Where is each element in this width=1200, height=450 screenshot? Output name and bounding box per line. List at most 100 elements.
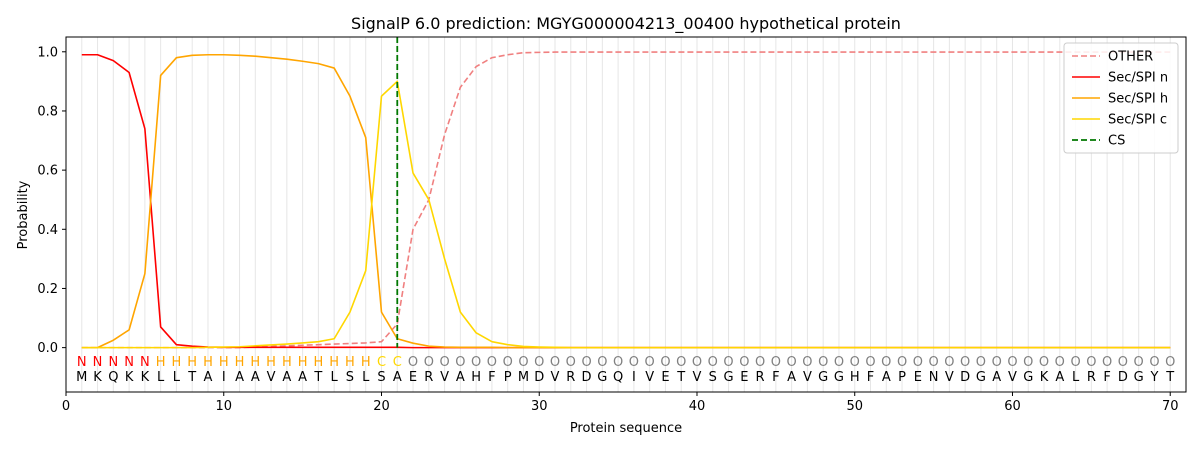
region-label: O xyxy=(613,355,623,370)
sequence-residue: G xyxy=(1134,370,1144,385)
sequence-residue: D xyxy=(1118,370,1128,385)
region-label: H xyxy=(282,355,292,370)
y-axis-label: Probability xyxy=(16,180,31,249)
region-label: O xyxy=(1086,355,1096,370)
sequence-residue: T xyxy=(187,370,196,385)
legend-entry: Sec/SPI c xyxy=(1108,113,1167,128)
legend: OTHER Sec/SPI n Sec/SPI h Sec/SPI c CS xyxy=(1063,42,1179,154)
series-line-other xyxy=(81,51,1171,349)
sequence-residue: Y xyxy=(1149,370,1158,385)
region-label: O xyxy=(976,355,986,370)
sequence-residue: I xyxy=(632,370,636,385)
sequence-residue: D xyxy=(534,370,544,385)
sequence-residue: E xyxy=(409,370,417,385)
sequence-residue: Q xyxy=(613,370,623,385)
legend-entry: Sec/SPI n xyxy=(1108,71,1168,86)
x-tick-label: 30 xyxy=(531,399,548,414)
region-label: O xyxy=(1165,355,1175,370)
region-label: O xyxy=(1134,355,1144,370)
x-tick-label: 50 xyxy=(846,399,863,414)
region-label: O xyxy=(424,355,434,370)
region-label: O xyxy=(471,355,481,370)
sequence-residue: V xyxy=(803,370,812,385)
sequence-residue: A xyxy=(235,370,244,385)
sequence-residue: K xyxy=(93,370,102,385)
sequence-residue: T xyxy=(1165,370,1174,385)
sequence-residue: G xyxy=(723,370,733,385)
sequence-residue: D xyxy=(582,370,592,385)
region-label: H xyxy=(187,355,197,370)
region-label: H xyxy=(345,355,355,370)
region-label: O xyxy=(692,355,702,370)
region-label: O xyxy=(1102,355,1112,370)
region-label: O xyxy=(1055,355,1065,370)
chart-title: SignalP 6.0 prediction: MGYG000004213_00… xyxy=(351,14,901,34)
region-label: N xyxy=(108,355,118,370)
y-tick-label: 0.4 xyxy=(37,223,58,238)
region-label: O xyxy=(487,355,497,370)
sequence-residue: H xyxy=(471,370,481,385)
sequence-residue: L xyxy=(1072,370,1080,385)
region-label: O xyxy=(881,355,891,370)
sequence-residue: V xyxy=(551,370,560,385)
x-tick-label: 60 xyxy=(1004,399,1021,414)
region-label: O xyxy=(676,355,686,370)
region-label: O xyxy=(1039,355,1049,370)
sequence-residue: M xyxy=(518,370,529,385)
region-label: O xyxy=(897,355,907,370)
sequence-residue: L xyxy=(173,370,181,385)
x-axis-label: Protein sequence xyxy=(570,421,682,436)
region-label: O xyxy=(503,355,513,370)
x-tick-label: 70 xyxy=(1162,399,1179,414)
sequence-residue: V xyxy=(1008,370,1017,385)
region-label: O xyxy=(771,355,781,370)
sequence-residue: K xyxy=(1040,370,1049,385)
region-label: O xyxy=(518,355,528,370)
legend-entry: Sec/SPI h xyxy=(1108,92,1168,107)
sequence-residue: V xyxy=(645,370,654,385)
sequence-residue: V xyxy=(945,370,954,385)
y-tick-label: 0.2 xyxy=(37,282,58,297)
x-tick-label: 0 xyxy=(62,399,70,414)
sequence-residue: L xyxy=(331,370,339,385)
region-label: O xyxy=(1007,355,1017,370)
legend-box xyxy=(1063,42,1179,154)
y-tick-label: 1.0 xyxy=(37,45,58,60)
series-line-sec-spi-c xyxy=(81,80,1171,349)
sequence-residue: A xyxy=(393,370,402,385)
sequence-residue: L xyxy=(157,370,165,385)
region-label: O xyxy=(928,355,938,370)
region-label: H xyxy=(361,355,371,370)
region-label: O xyxy=(739,355,749,370)
sequence-residue: P xyxy=(898,370,906,385)
region-label: O xyxy=(834,355,844,370)
sequence-residue: A xyxy=(251,370,260,385)
region-label: O xyxy=(755,355,765,370)
region-label: O xyxy=(1118,355,1128,370)
region-label: O xyxy=(597,355,607,370)
sequence-residue: R xyxy=(1087,370,1096,385)
region-label: H xyxy=(329,355,339,370)
region-label: H xyxy=(314,355,324,370)
region-label: O xyxy=(723,355,733,370)
region-label: H xyxy=(156,355,166,370)
sequence-residue: A xyxy=(882,370,891,385)
legend-entry: OTHER xyxy=(1108,50,1153,65)
sequence-residue: R xyxy=(424,370,433,385)
region-label: O xyxy=(1149,355,1159,370)
sequence-residue: S xyxy=(377,370,385,385)
y-tick-label: 0.0 xyxy=(37,341,58,356)
region-label: O xyxy=(850,355,860,370)
sequence-residue: E xyxy=(740,370,748,385)
region-label: O xyxy=(566,355,576,370)
sequence-residue: T xyxy=(676,370,685,385)
sequence-residue: G xyxy=(976,370,986,385)
series-line-sec-spi-h xyxy=(81,53,1171,349)
sequence-residue: G xyxy=(597,370,607,385)
sequence-residue: K xyxy=(141,370,150,385)
sequence-residue: F xyxy=(488,370,495,385)
sequence-residue: A xyxy=(992,370,1001,385)
region-label: O xyxy=(408,355,418,370)
region-label: O xyxy=(660,355,670,370)
